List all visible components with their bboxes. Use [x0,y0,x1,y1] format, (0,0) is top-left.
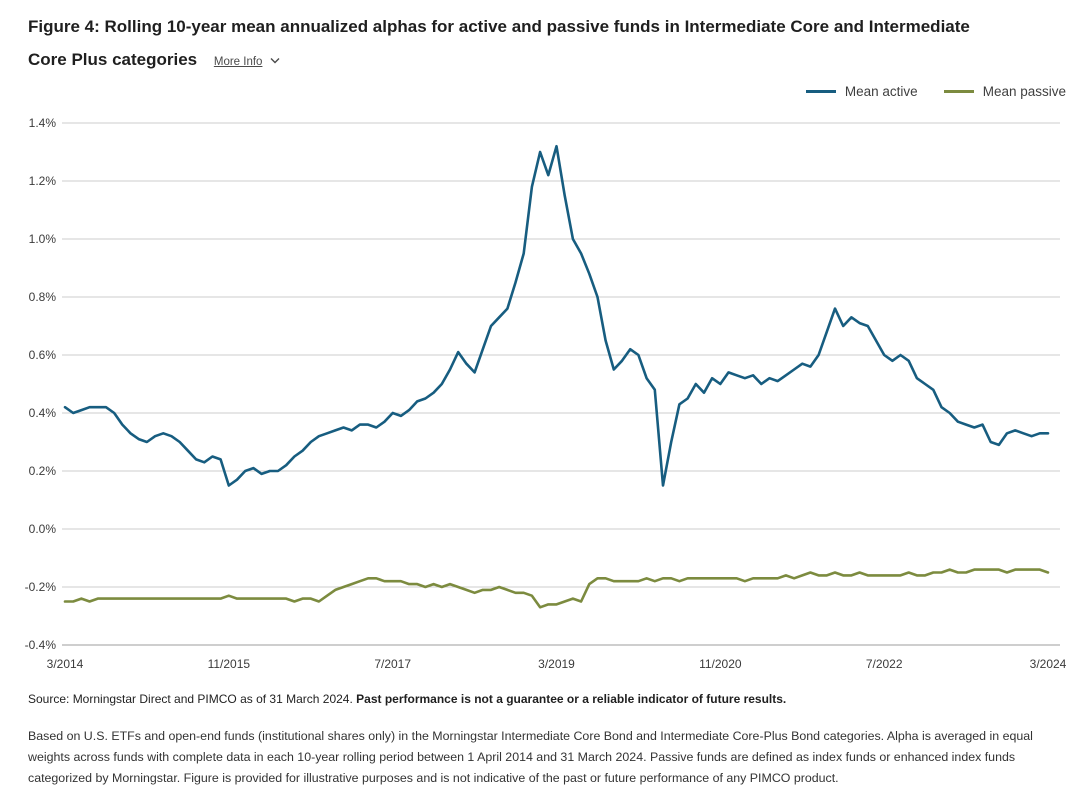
legend-swatch-mean-passive [943,90,974,93]
y-axis-tick-label: 0.2% [29,464,57,478]
series-line-mean-passive [63,568,1050,609]
legend-swatch-mean-active [805,90,836,93]
legend-item-mean-active: Mean active [805,84,918,99]
x-axis-tick-label: 3/2019 [538,657,575,671]
legend-item-mean-passive: Mean passive [943,84,1066,99]
y-axis-tick-label: 1.0% [29,232,57,246]
y-axis-tick-label: 0.6% [29,348,57,362]
chevron-down-icon [270,58,280,64]
y-axis-tick-label: 1.4% [29,116,57,130]
y-axis-tick-label: 0.8% [29,290,57,304]
figure-title: Figure 4: Rolling 10-year mean annualize… [28,17,970,70]
chart-legend: Mean active Mean passive [805,84,1066,99]
y-axis-tick-label: -0.4% [25,638,57,652]
y-axis-tick-label: 0.0% [29,522,57,536]
x-axis-tick-label: 7/2022 [866,657,903,671]
more-info-label: More Info [213,56,263,69]
x-axis-tick-label: 3/2014 [47,657,84,671]
figure-title-block: Figure 4: Rolling 10-year mean annualize… [28,10,983,76]
legend-label-mean-passive: Mean passive [982,84,1066,99]
x-axis-tick-label: 11/2020 [699,657,742,671]
footnote-text: Based on U.S. ETFs and open-end funds (i… [28,729,1033,786]
y-axis-tick-label: 0.4% [29,406,57,420]
x-axis-tick-label: 3/2024 [1030,657,1067,671]
y-axis-tick-label: 1.2% [29,174,57,188]
more-info-link[interactable]: More Info [214,51,280,73]
source-disclaimer: Past performance is not a guarantee or a… [356,692,787,706]
line-chart: 1.4% 1.2% 1.0% 0.8% 0.6% 0.4% 0.2% 0.0% -0.2% -0.… [25,116,1067,671]
series-line-mean-active [63,144,1050,487]
source-note: Source: Morningstar Direct and PIMCO as … [28,690,1058,708]
x-axis-tick-label: 7/2017 [374,657,411,671]
legend-label-mean-active: Mean active [844,84,918,99]
source-text: Source: Morningstar Direct and PIMCO as … [28,692,353,706]
x-axis-tick-label: 11/2015 [208,657,251,671]
y-axis-tick-label: -0.2% [25,580,57,594]
